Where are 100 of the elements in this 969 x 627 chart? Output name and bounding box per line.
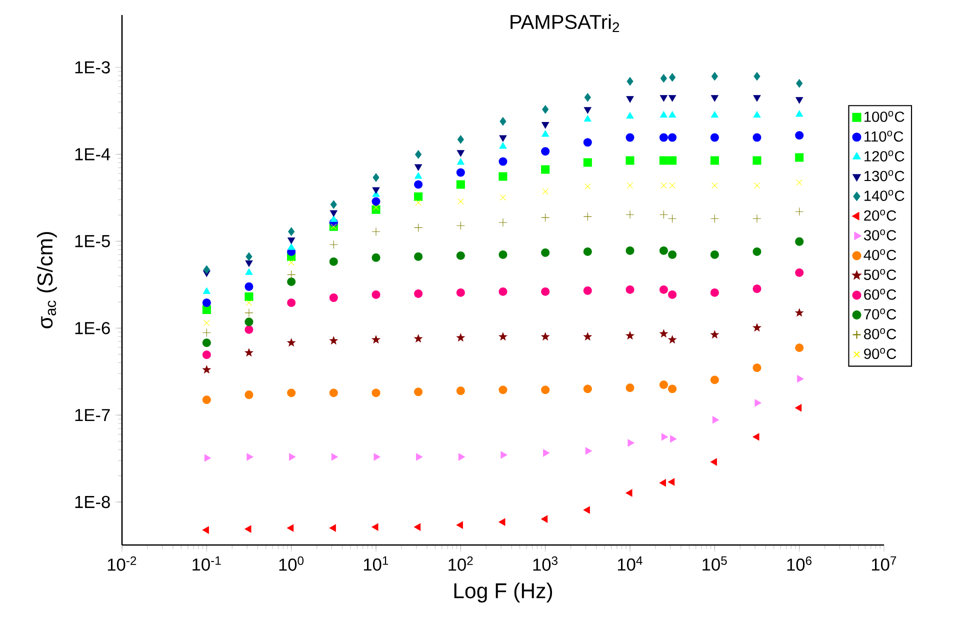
point [372,523,378,531]
legend-label: 120$^{o}$C [864,150,904,162]
x-tick-label: 10$^{1}$ [364,556,388,571]
point [498,172,508,181]
point [499,142,507,149]
point [203,265,210,274]
point [458,198,464,205]
point [287,524,294,532]
point [329,257,338,266]
y-tick-label: 1E-3 [75,61,110,74]
point [287,298,296,307]
point [498,386,508,394]
x-tick-label: 10$^{2}$ [448,556,473,571]
point [626,156,634,165]
point [414,388,423,396]
point [414,523,421,531]
point [500,117,506,126]
point [583,506,590,514]
point [583,212,592,221]
chart-title: PAMPSATri$_{2}$ [510,14,620,32]
point [244,308,254,318]
point [543,449,550,457]
point [329,388,338,398]
point [374,453,380,461]
point [202,298,211,307]
x-tick-label: 10$^{3}$ [533,556,558,571]
y-tick-label: 1E-4 [75,148,110,160]
point [244,325,254,334]
point [585,447,592,455]
point [500,194,506,201]
point [626,112,634,119]
point [583,138,592,147]
point [288,243,296,250]
point [626,331,634,340]
y-tick-label: 1E-5 [75,235,110,248]
point [372,290,380,299]
point [289,453,296,461]
point [202,328,211,338]
legend-label: 80$^{o}$C [864,328,896,340]
point [372,187,380,194]
point [457,135,464,144]
point [244,348,254,356]
point [626,384,634,392]
point [541,332,550,340]
point [246,300,252,306]
point [372,335,380,344]
point [456,288,465,297]
point [414,164,422,171]
point [626,77,634,86]
x-axis-title: Log F (Hz) [454,582,552,603]
point [456,158,464,165]
point [329,293,338,302]
point [288,237,296,244]
legend-label: 40$^{o}$C [864,249,896,260]
point [244,292,254,301]
point [245,260,253,267]
point [542,105,549,114]
point [584,183,591,190]
point [541,147,550,156]
point [414,172,422,179]
point [626,182,634,189]
point [244,318,254,326]
point [626,133,634,142]
legend-label: 90$^{o}$C [864,348,896,360]
point [499,135,507,142]
point [288,260,294,266]
point [456,251,465,260]
point [287,338,296,346]
point [583,158,592,167]
x-tick-label: 10$^{5}$ [702,556,727,571]
legend-label: 30$^{o}$C [864,230,896,240]
point [498,157,508,166]
point [458,453,465,461]
point [287,277,296,286]
point [584,332,592,340]
point [372,197,380,206]
point [584,107,592,114]
point [456,168,465,177]
legend-label: 130$^{o}$C [864,170,904,182]
x-tick-label: 10$^{-2}$ [108,556,136,571]
x-tick-label: 10$^{7}$ [872,556,896,571]
point [542,122,550,129]
legend-label: 60$^{o}$C [864,288,896,300]
point [204,320,210,326]
point [414,192,423,201]
point [500,451,508,459]
point [541,248,550,257]
point [330,200,337,209]
y-tick-label: 1E-6 [75,322,110,334]
point [584,93,591,102]
point [626,246,634,255]
point [372,227,380,236]
point [416,453,423,461]
legend-label: 20$^{o}$C [864,210,896,221]
point [628,439,634,447]
point [244,282,254,291]
point [541,515,548,523]
point [329,240,338,249]
point [244,390,254,400]
point [202,350,211,360]
